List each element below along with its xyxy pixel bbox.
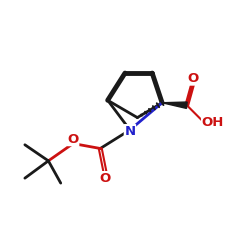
Text: O: O <box>68 132 79 145</box>
Text: OH: OH <box>202 116 224 129</box>
Polygon shape <box>162 102 187 108</box>
Text: O: O <box>187 72 198 85</box>
Text: O: O <box>100 172 111 185</box>
Text: N: N <box>124 125 136 138</box>
